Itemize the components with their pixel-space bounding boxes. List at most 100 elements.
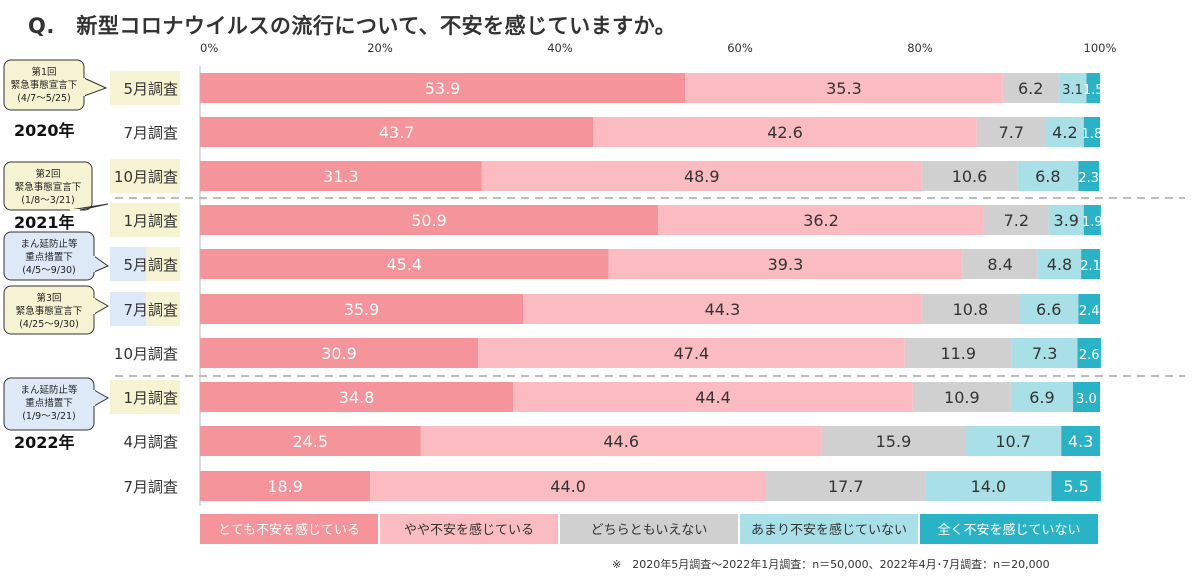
bar-segment-neither bbox=[904, 338, 1012, 368]
data-label: 44.6 bbox=[603, 432, 639, 451]
data-label: 3.9 bbox=[1054, 211, 1079, 230]
bar-segment-not-at-all bbox=[1077, 338, 1101, 368]
legend-label: 全く不安を感じていない bbox=[937, 522, 1080, 538]
bar-segment-not-at-all bbox=[1083, 117, 1100, 147]
bar-segment-not-very bbox=[1048, 205, 1084, 235]
data-label: 8.4 bbox=[987, 255, 1012, 274]
data-label: 6.9 bbox=[1029, 388, 1054, 407]
category-label: 7月調査 bbox=[123, 124, 178, 142]
bar-segment-not-very bbox=[965, 426, 1062, 456]
callout-pointer bbox=[93, 297, 110, 315]
data-label: 42.6 bbox=[767, 123, 803, 142]
data-label: 10.7 bbox=[995, 432, 1031, 451]
callout-text: (1/8～3/21) bbox=[21, 195, 75, 206]
callout-text: 重点措置下 bbox=[25, 397, 73, 409]
data-label: 10.6 bbox=[952, 167, 988, 186]
bar-segment-neither bbox=[912, 382, 1011, 412]
data-label: 14.0 bbox=[971, 477, 1007, 496]
x-tick-label: 0% bbox=[200, 41, 218, 55]
callout-text: (1/9～3/21) bbox=[22, 411, 76, 422]
data-label: 15.9 bbox=[876, 432, 912, 451]
category-label: 5月調査 bbox=[123, 256, 178, 274]
bar-segment-not-at-all bbox=[1078, 161, 1100, 191]
callout-text: 第1回 bbox=[31, 66, 56, 78]
legend-swatch bbox=[200, 514, 378, 544]
year-label: 2020年 bbox=[14, 121, 75, 140]
category-highlight-blue bbox=[110, 292, 146, 326]
bar-segment-neither bbox=[921, 161, 1018, 191]
data-label: 24.5 bbox=[292, 432, 328, 451]
data-label: 47.4 bbox=[674, 344, 710, 363]
footnote: ※ 2020年5月調査～2022年1月調査：n＝50,000、2022年4月･7… bbox=[612, 558, 1050, 571]
category-label: 10月調査 bbox=[114, 345, 178, 363]
bar-segment-very-anxious bbox=[200, 117, 594, 147]
data-label: 5.5 bbox=[1063, 477, 1088, 496]
data-label: 11.9 bbox=[940, 344, 976, 363]
bar-segment-somewhat-anxious bbox=[478, 338, 905, 368]
data-label: 53.9 bbox=[425, 79, 461, 98]
category-label: 10月調査 bbox=[114, 168, 178, 186]
callout-text: まん延防止等 bbox=[20, 384, 78, 396]
category-highlight bbox=[110, 380, 180, 414]
callout-text: (4/7～5/25) bbox=[17, 93, 71, 104]
bar-segment-neither bbox=[962, 249, 1038, 279]
bar-segment-very-anxious bbox=[200, 205, 659, 235]
data-label: 30.9 bbox=[321, 344, 357, 363]
data-label: 6.2 bbox=[1018, 79, 1043, 98]
data-label: 35.9 bbox=[344, 300, 380, 319]
bar-segment-very-anxious bbox=[200, 249, 609, 279]
data-label: 2.4 bbox=[1079, 304, 1100, 319]
category-label: 4月調査 bbox=[123, 433, 178, 451]
category-highlight bbox=[110, 159, 180, 193]
bar-segment-somewhat-anxious bbox=[593, 117, 977, 147]
data-label: 17.7 bbox=[828, 477, 864, 496]
category-highlight-blue bbox=[110, 247, 146, 281]
bar-segment-not-at-all bbox=[1073, 382, 1100, 412]
data-label: 4.8 bbox=[1047, 255, 1072, 274]
bar-segment-not-very bbox=[1019, 294, 1079, 324]
legend-swatch bbox=[380, 514, 558, 544]
callout-text: 第3回 bbox=[36, 292, 61, 304]
bar-segment-somewhat-anxious bbox=[658, 205, 984, 235]
data-label: 18.9 bbox=[267, 477, 303, 496]
data-label: 6.8 bbox=[1035, 167, 1060, 186]
x-tick-label: 20% bbox=[367, 41, 393, 55]
callout-text: (4/25～9/30) bbox=[19, 319, 79, 330]
data-label: 7.3 bbox=[1032, 344, 1057, 363]
data-label: 6.6 bbox=[1036, 300, 1061, 319]
callout-text: (4/5～9/30) bbox=[22, 265, 76, 276]
bar-segment-not-at-all bbox=[1051, 471, 1101, 501]
legend-label: あまり不安を感じていない bbox=[751, 522, 907, 538]
data-label: 10.9 bbox=[944, 388, 980, 407]
bar-segment-somewhat-anxious bbox=[370, 471, 767, 501]
callout-pointer bbox=[93, 255, 110, 273]
category-label: 1月調査 bbox=[123, 212, 178, 230]
bar-segment-neither bbox=[1002, 73, 1059, 103]
bar-segment-very-anxious bbox=[200, 382, 514, 412]
bar-segment-somewhat-anxious bbox=[513, 382, 913, 412]
bar-segment-not-very bbox=[1058, 73, 1087, 103]
category-label: 1月調査 bbox=[123, 389, 178, 407]
callout-pointer bbox=[93, 389, 110, 407]
category-label: 7月調査 bbox=[123, 478, 178, 496]
bar-segment-neither bbox=[921, 294, 1019, 324]
category-label: 7月調査 bbox=[123, 301, 178, 319]
year-label: 2022年 bbox=[14, 433, 75, 452]
callout-pointer bbox=[83, 77, 108, 97]
bar-segment-very-anxious bbox=[200, 426, 421, 456]
data-label: 10.8 bbox=[953, 300, 989, 319]
data-label: 3.0 bbox=[1076, 392, 1097, 407]
callout-text: 緊急事態宣言下 bbox=[11, 79, 78, 91]
bar-segment-very-anxious bbox=[200, 471, 371, 501]
bar-segment-very-anxious bbox=[200, 73, 686, 103]
bar-segment-not-at-all bbox=[1083, 205, 1101, 235]
callout-text: 重点措置下 bbox=[25, 251, 73, 263]
data-label: 39.3 bbox=[768, 255, 804, 274]
bar-segment-very-anxious bbox=[200, 338, 479, 368]
data-label: 7.2 bbox=[1004, 211, 1029, 230]
data-label: 1.5 bbox=[1083, 83, 1104, 98]
year-label: 2021年 bbox=[14, 213, 75, 232]
data-label: 35.3 bbox=[826, 79, 862, 98]
callout-text: まん延防止等 bbox=[20, 238, 78, 250]
legend-label: やや不安を感じている bbox=[404, 522, 534, 538]
